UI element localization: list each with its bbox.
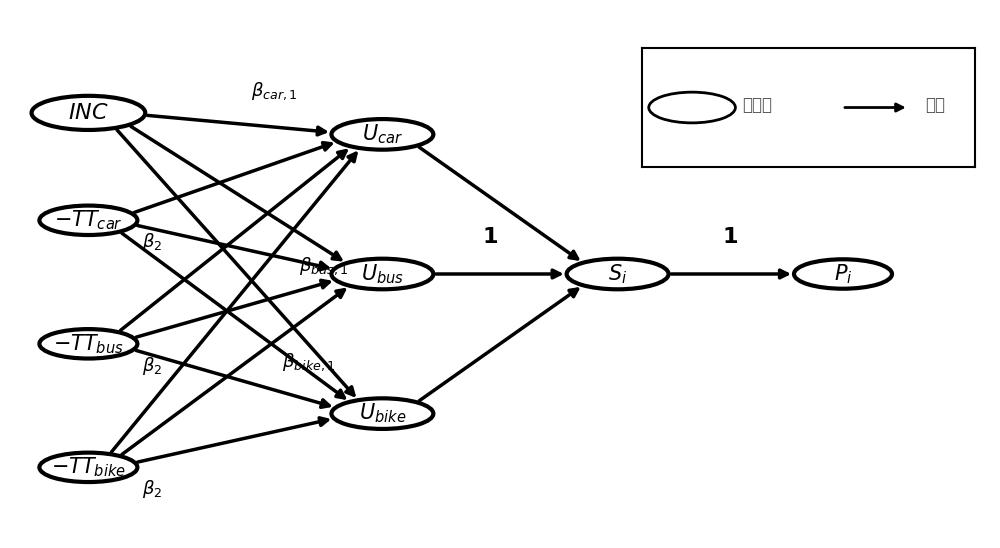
Text: $\beta_{bike,1}$: $\beta_{bike,1}$ bbox=[282, 352, 336, 373]
Text: 1: 1 bbox=[482, 227, 498, 247]
Text: $U_{car}$: $U_{car}$ bbox=[362, 123, 403, 146]
Ellipse shape bbox=[331, 398, 433, 429]
Text: $-TT_{bike}$: $-TT_{bike}$ bbox=[51, 455, 126, 479]
Ellipse shape bbox=[32, 96, 145, 130]
Text: $U_{bike}$: $U_{bike}$ bbox=[359, 402, 406, 425]
Text: $S_i$: $S_i$ bbox=[608, 262, 627, 286]
Text: $\beta_2$: $\beta_2$ bbox=[142, 355, 163, 376]
Text: $\beta_{car,1}$: $\beta_{car,1}$ bbox=[251, 81, 298, 102]
Text: $\mathit{INC}$: $\mathit{INC}$ bbox=[68, 103, 109, 123]
Text: 1: 1 bbox=[723, 227, 738, 247]
Text: $\beta_2$: $\beta_2$ bbox=[142, 231, 163, 253]
Ellipse shape bbox=[331, 259, 433, 289]
Text: $\beta_2$: $\beta_2$ bbox=[142, 478, 163, 500]
Ellipse shape bbox=[39, 206, 137, 235]
Ellipse shape bbox=[39, 329, 137, 358]
Ellipse shape bbox=[331, 119, 433, 150]
Text: $U_{bus}$: $U_{bus}$ bbox=[361, 262, 404, 286]
Text: $\beta_{bus,1}$: $\beta_{bus,1}$ bbox=[299, 255, 348, 277]
Ellipse shape bbox=[39, 453, 137, 482]
Ellipse shape bbox=[567, 259, 669, 289]
Ellipse shape bbox=[794, 259, 892, 289]
Text: $-TT_{car}$: $-TT_{car}$ bbox=[54, 208, 123, 232]
Text: $P_i$: $P_i$ bbox=[834, 262, 852, 286]
Text: $-TT_{bus}$: $-TT_{bus}$ bbox=[53, 332, 124, 356]
